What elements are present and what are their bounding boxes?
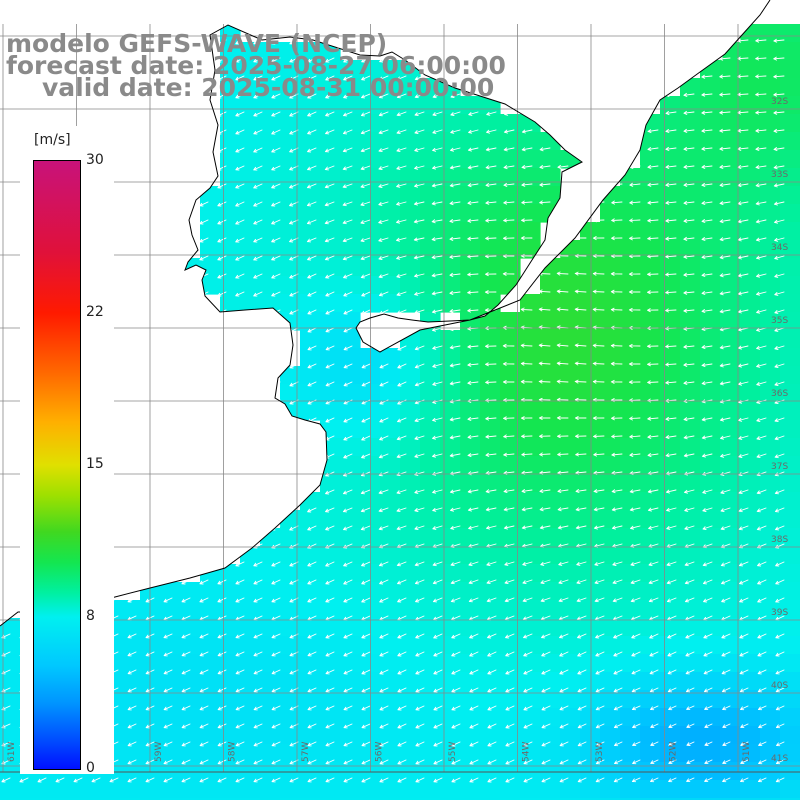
lat-label-34S: 34S <box>771 243 788 253</box>
land-mask <box>0 0 770 626</box>
lat-label-35S: 35S <box>771 316 788 326</box>
grid-labels: 32S33S34S35S36S37S38S39S40S41S61W60W59W5… <box>7 97 788 764</box>
lon-label-55W: 55W <box>448 742 458 762</box>
lon-label-52W: 52W <box>669 742 679 762</box>
colorbar-tick-8: 8 <box>86 608 95 624</box>
lon-label-54W: 54W <box>522 742 532 762</box>
lat-label-40S: 40S <box>771 681 788 691</box>
colorbar-unit: [m/s] <box>33 132 72 148</box>
lon-label-61W: 61W <box>7 742 17 762</box>
lat-label-41S: 41S <box>771 754 788 764</box>
colorbar <box>33 160 81 770</box>
lat-label-36S: 36S <box>771 389 788 399</box>
colorbar-tick-22: 22 <box>86 304 104 320</box>
lon-label-57W: 57W <box>301 742 311 762</box>
lat-label-33S: 33S <box>771 170 788 180</box>
lon-label-56W: 56W <box>375 742 385 762</box>
colorbar-tick-15: 15 <box>86 456 104 472</box>
valid-date: valid date: 2025-08-31 00:00:00 <box>42 73 495 102</box>
lon-label-59W: 59W <box>154 742 164 762</box>
lat-label-38S: 38S <box>771 535 788 545</box>
wind-arrows <box>1 38 785 783</box>
lat-label-32S: 32S <box>771 97 788 107</box>
model-title: modelo GEFS-WAVE (NCEP) <box>6 29 388 58</box>
coastline <box>0 0 771 627</box>
lon-label-51W: 51W <box>742 742 752 762</box>
forecast-date: forecast date: 2025-08-27 06:00:00 <box>6 51 506 80</box>
colorbar-tick-0: 0 <box>86 760 95 776</box>
lon-label-53W: 53W <box>595 742 605 762</box>
lat-label-37S: 37S <box>771 462 788 472</box>
colorbar-tick-30: 30 <box>86 152 104 168</box>
lon-label-58W: 58W <box>228 742 238 762</box>
lat-label-39S: 39S <box>771 608 788 618</box>
